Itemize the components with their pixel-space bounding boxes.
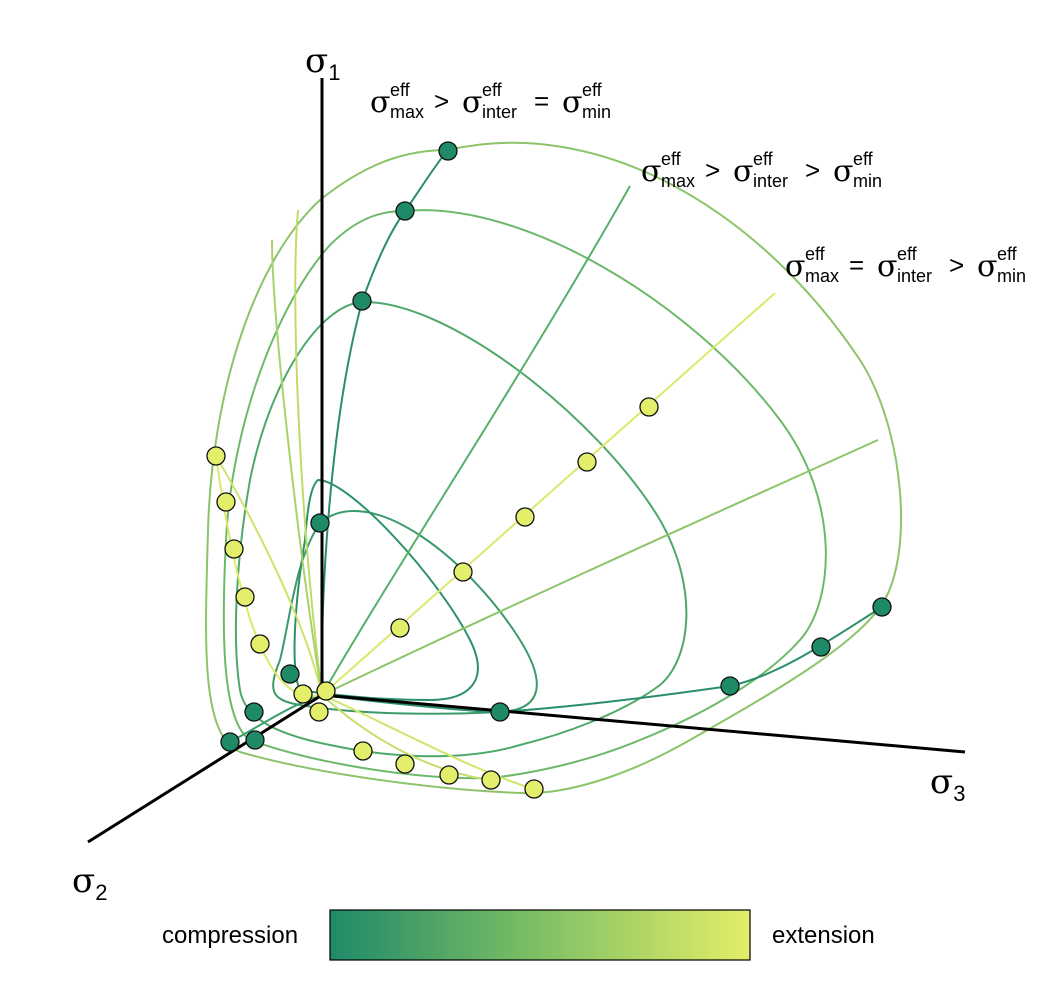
point-compression-5 (872, 597, 892, 617)
svg-text:eff: eff (753, 149, 774, 169)
point-extension-2 (577, 452, 597, 472)
point-extension-10 (250, 634, 270, 654)
point-compression-11 (245, 730, 265, 750)
svg-text:max: max (661, 171, 695, 191)
svg-text:inter: inter (897, 266, 932, 286)
annotation-1: σ eff max > σ eff inter = σ eff min (370, 80, 611, 122)
meridian-4 (321, 439, 879, 696)
point-extension-3 (515, 507, 535, 527)
svg-text:σ: σ (562, 85, 582, 120)
meridian-12 (215, 455, 323, 698)
meridian-3 (321, 292, 776, 696)
point-extension-12 (395, 754, 415, 774)
point-extension-13 (439, 765, 459, 785)
svg-text:eff: eff (997, 244, 1018, 264)
point-extension-15 (524, 779, 544, 799)
meridian-8 (271, 239, 323, 696)
svg-text:>: > (949, 250, 964, 280)
svg-text:eff: eff (853, 149, 874, 169)
point-extension-17 (316, 681, 336, 701)
svg-text:>: > (434, 86, 449, 116)
svg-text:σ: σ (977, 249, 997, 284)
svg-text:σ: σ (370, 85, 390, 120)
point-extension-4 (453, 562, 473, 582)
point-extension-1 (639, 397, 659, 417)
point-extension-9 (235, 587, 255, 607)
sigma3-axis (321, 693, 966, 754)
meridian-11 (229, 694, 323, 743)
point-extension-5 (390, 618, 410, 638)
axis-labels: σ1 σ3 σ2 (72, 41, 965, 905)
point-extension-16 (293, 684, 313, 704)
svg-text:eff: eff (582, 80, 603, 100)
point-compression-7 (720, 676, 740, 696)
svg-text:max: max (390, 102, 424, 122)
sigma2-axis (87, 693, 323, 844)
svg-text:min: min (853, 171, 882, 191)
legend-label-extension: extension (772, 922, 875, 949)
point-compression-12 (220, 732, 240, 752)
meridian-9 (321, 694, 535, 790)
meridian-2 (321, 185, 631, 696)
svg-text:eff: eff (482, 80, 503, 100)
svg-text:inter: inter (753, 171, 788, 191)
svg-text:inter: inter (482, 102, 517, 122)
annotation-3: σ eff max = σ eff inter > σ eff min (785, 244, 1026, 286)
svg-text:>: > (705, 155, 720, 185)
svg-text:eff: eff (390, 80, 411, 100)
svg-text:σ: σ (641, 154, 661, 189)
svg-text:min: min (582, 102, 611, 122)
meridian-5 (321, 606, 883, 714)
svg-text:max: max (805, 266, 839, 286)
svg-text:eff: eff (661, 149, 682, 169)
meridian-6 (215, 455, 323, 696)
point-extension-7 (216, 492, 236, 512)
point-compression-1 (438, 141, 458, 161)
surface-ring-3 (234, 300, 688, 758)
sigma3-label: σ3 (930, 762, 965, 806)
point-compression-9 (280, 664, 300, 684)
svg-text:=: = (849, 250, 864, 280)
svg-text:>: > (805, 155, 820, 185)
sigma2-label: σ2 (72, 861, 107, 905)
annotation-2: σ eff max > σ eff inter > σ eff min (641, 149, 882, 191)
coordinate-axes (87, 78, 966, 844)
svg-text:σ: σ (462, 85, 482, 120)
point-compression-3 (352, 291, 372, 311)
point-extension-18 (309, 702, 329, 722)
svg-text:=: = (534, 86, 549, 116)
legend-label-compression: compression (162, 922, 299, 949)
svg-text:min: min (997, 266, 1026, 286)
svg-text:σ: σ (833, 154, 853, 189)
point-compression-2 (395, 201, 415, 221)
sigma1-label: σ1 (305, 41, 340, 85)
point-extension-14 (481, 770, 501, 790)
surface-ring-2 (222, 209, 827, 780)
data-points (206, 141, 892, 799)
colorbar (329, 909, 751, 961)
point-extension-8 (224, 539, 244, 559)
svg-text:eff: eff (805, 244, 826, 264)
svg-text:σ: σ (733, 154, 753, 189)
svg-text:σ: σ (877, 249, 897, 284)
svg-text:σ: σ (785, 249, 805, 284)
point-extension-11 (353, 741, 373, 761)
svg-text:eff: eff (897, 244, 918, 264)
meridian-10 (321, 694, 491, 781)
surface-ring-small (293, 478, 479, 702)
meridian-1 (320, 149, 449, 696)
point-compression-8 (490, 702, 510, 722)
meridian-7 (294, 209, 323, 696)
point-extension-6 (206, 446, 226, 466)
point-compression-6 (811, 637, 831, 657)
point-compression-4 (310, 513, 330, 533)
annotations: σ eff max > σ eff inter = σ eff min σ ef… (370, 80, 1026, 286)
point-compression-10 (244, 702, 264, 722)
